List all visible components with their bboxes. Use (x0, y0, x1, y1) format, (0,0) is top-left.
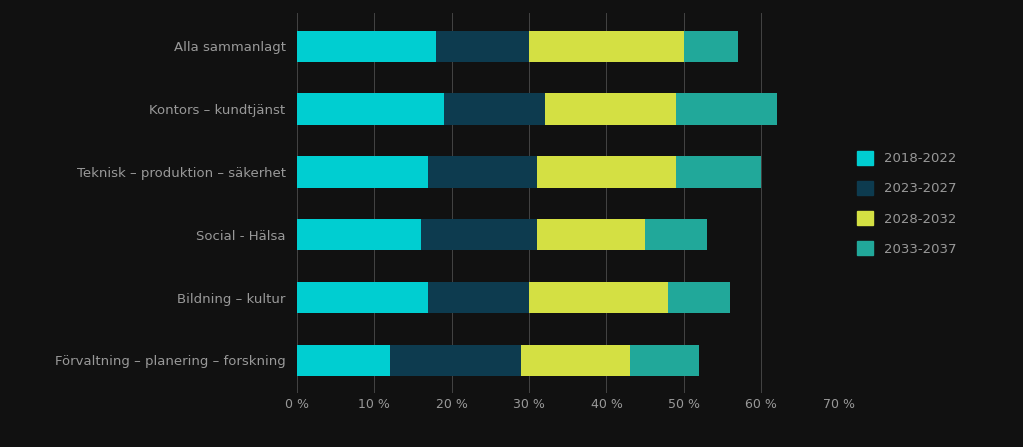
Bar (646, 219, 707, 250)
Bar (676, 93, 776, 125)
Bar (684, 31, 739, 62)
Bar (676, 156, 761, 188)
Bar (297, 219, 420, 250)
Bar (668, 282, 730, 313)
Bar (436, 31, 529, 62)
Bar (444, 93, 544, 125)
Bar (297, 31, 436, 62)
Bar (529, 31, 684, 62)
Bar (630, 345, 700, 376)
Legend: 2018-2022, 2023-2027, 2028-2032, 2033-2037: 2018-2022, 2023-2027, 2028-2032, 2033-20… (851, 145, 963, 262)
Bar (420, 219, 537, 250)
Bar (537, 156, 676, 188)
Bar (297, 93, 444, 125)
Bar (537, 219, 646, 250)
Bar (522, 345, 630, 376)
Bar (297, 282, 429, 313)
Bar (297, 345, 390, 376)
Bar (544, 93, 676, 125)
Bar (429, 282, 529, 313)
Bar (297, 156, 429, 188)
Bar (529, 282, 668, 313)
Bar (429, 156, 537, 188)
Bar (390, 345, 522, 376)
